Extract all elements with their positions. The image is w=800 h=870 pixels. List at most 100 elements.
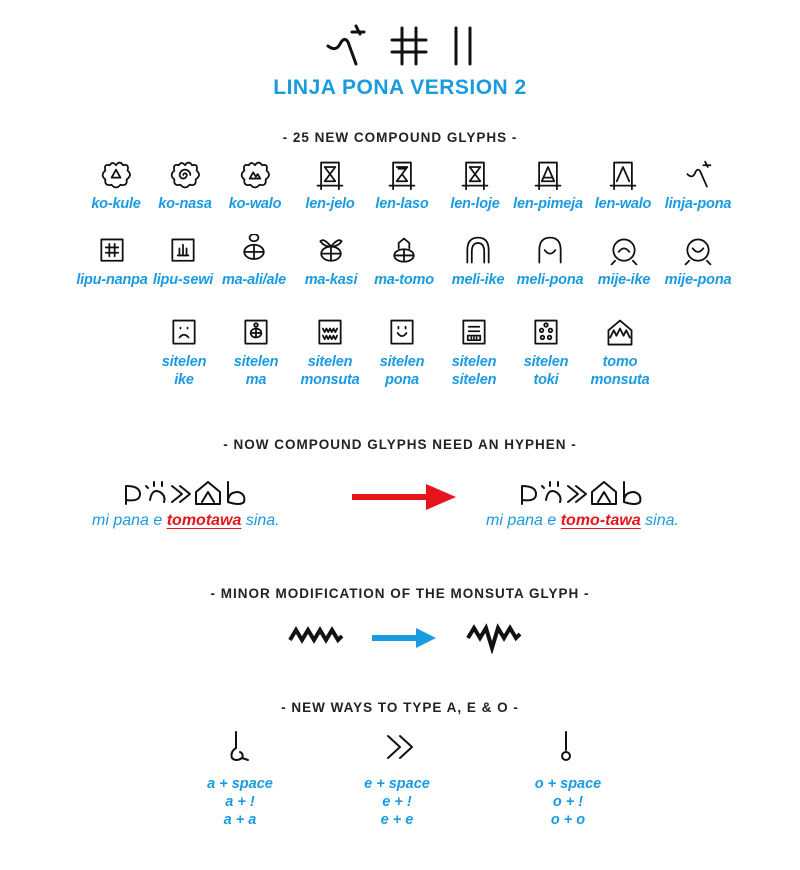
glyph-label: len-walo [594, 196, 652, 212]
glyph-label: sitelen monsuta [300, 354, 360, 388]
glyph-label: len-laso [375, 196, 429, 212]
flower-mountain-icon [240, 161, 270, 189]
glyph-label: linja-pona [664, 196, 732, 212]
sentence-before: mi pana e tomotawa sina. [92, 512, 280, 530]
flower-triangle-icon [101, 161, 131, 189]
glyph-label: ko-nasa [158, 196, 212, 212]
glyph-label: lipu-nanpa [76, 272, 148, 288]
glyph-label: lipu-sewi [152, 272, 214, 288]
pona-icon [454, 26, 472, 66]
glyph-label: ma-tomo [374, 272, 434, 288]
sentence-after-post: sina. [640, 512, 679, 529]
compound-glyph: ma-ali/ale [214, 234, 294, 314]
vowel-e-line: e + e [380, 812, 414, 828]
frame-hourglass-icon [316, 161, 344, 191]
sentence-glyphs-before [125, 481, 246, 505]
glyph-label: len-pimeja [513, 196, 583, 212]
compound-glyph: sitelen pona [362, 316, 442, 396]
red-arrow-icon [352, 484, 456, 510]
glyph-label: ko-kule [91, 196, 141, 212]
sentence-after-pre: mi pana e [486, 512, 561, 529]
flower-spiral-icon [170, 161, 200, 189]
sentence-before-highlight: tomotawa [166, 512, 242, 529]
vowel-column-o: o + space o + ! o + o [498, 775, 638, 829]
frame-walo-icon [609, 161, 637, 191]
sentence-after-highlight: tomo-tawa [560, 512, 641, 529]
compound-glyph: ko-kule [76, 158, 156, 238]
compound-glyph: linja-pona [658, 158, 738, 238]
head-ike-icon [610, 238, 638, 266]
linja-pona-logo-icon [326, 24, 366, 66]
monsuta-new-icon [466, 623, 522, 654]
glyph-label: meli-ike [451, 272, 505, 288]
globe-ali-icon [243, 234, 265, 260]
glyph-label: len-loje [450, 196, 500, 212]
compound-glyph: sitelen ma [216, 316, 296, 396]
sentence-after: mi pana e tomo-tawa sina. [486, 512, 679, 530]
logo [326, 24, 472, 66]
glyph-label: tomo monsuta [590, 354, 650, 388]
compound-glyph: mije-pona [658, 234, 738, 314]
screen-monsuta-icon [318, 319, 342, 345]
frame-pimeja-icon [534, 161, 562, 191]
sentence-before-post: sina. [241, 512, 280, 529]
monsuta-old-icon [288, 626, 344, 644]
frame-laso-icon [388, 161, 416, 191]
compound-glyph: ko-nasa [145, 158, 225, 238]
vowel-o-line: o + space [534, 776, 602, 792]
compound-glyph: len-jelo [290, 158, 370, 238]
screen-toki-icon [534, 319, 558, 345]
section-heading-monsuta: - MINOR MODIFICATION OF THE MONSUTA GLYP… [210, 586, 590, 601]
house-monsuta-icon [607, 319, 633, 346]
sentence-glyphs-after [521, 481, 642, 505]
vowel-a-line: a + a [223, 812, 257, 828]
compound-glyph: mije-ike [584, 234, 664, 314]
compound-glyph: meli-pona [510, 234, 590, 314]
vowel-column-e: e + space e + ! e + e [327, 775, 467, 829]
glyph-label: sitelen sitelen [451, 354, 497, 388]
glyph-label: meli-pona [516, 272, 584, 288]
screen-smile-icon [390, 319, 414, 345]
globe-house-icon [393, 237, 415, 263]
glyph-label: mije-ike [597, 272, 651, 288]
arch-ike-icon [466, 236, 490, 264]
glyph-label: ma-kasi [304, 272, 358, 288]
compound-glyph: len-walo [583, 158, 663, 238]
head-pona-icon [684, 238, 712, 266]
square-sewi-icon [171, 238, 195, 262]
compound-glyph: ma-kasi [291, 234, 371, 314]
compound-glyph: ma-tomo [364, 234, 444, 314]
vowel-a-line: a + space [207, 776, 273, 792]
arch-pona-icon [538, 236, 562, 264]
glyph-label: sitelen ma [233, 354, 279, 388]
screen-ma-icon [244, 319, 268, 345]
frame-loje-icon [461, 161, 489, 191]
compound-glyph: sitelen ike [144, 316, 224, 396]
glyph-label: ko-walo [228, 196, 282, 212]
vowel-e-line: e + ! [382, 794, 412, 810]
glyph-label: sitelen ike [161, 354, 207, 388]
glyph-label: len-jelo [305, 196, 355, 212]
o-glyph-icon [561, 731, 571, 761]
vowel-e-line: e + space [364, 776, 430, 792]
screen-sad-icon [172, 319, 196, 345]
sentence-before-pre: mi pana e [92, 512, 167, 529]
compound-glyph: sitelen sitelen [434, 316, 514, 396]
glyph-label: mije-pona [664, 272, 732, 288]
compound-glyph: tomo monsuta [580, 316, 660, 396]
compound-glyph: lipu-sewi [143, 234, 223, 314]
section-heading-hyphen: - NOW COMPOUND GLYPHS NEED AN HYPHEN - [223, 437, 577, 452]
hash-icon [390, 26, 428, 66]
compound-glyph: ko-walo [215, 158, 295, 238]
vowel-column-a: a + space a + ! a + a [170, 775, 310, 829]
page-title: LINJA PONA VERSION 2 [273, 76, 527, 99]
screen-sitelen-icon [462, 319, 486, 345]
vowel-a-line: a + ! [225, 794, 255, 810]
square-hash-icon [100, 238, 124, 262]
compound-glyph: sitelen monsuta [290, 316, 370, 396]
glyph-label: ma-ali/ale [221, 272, 287, 288]
compound-glyph: len-loje [435, 158, 515, 238]
glyph-label: sitelen toki [523, 354, 569, 388]
compound-glyph: lipu-nanpa [72, 234, 152, 314]
compound-glyph: len-laso [362, 158, 442, 238]
